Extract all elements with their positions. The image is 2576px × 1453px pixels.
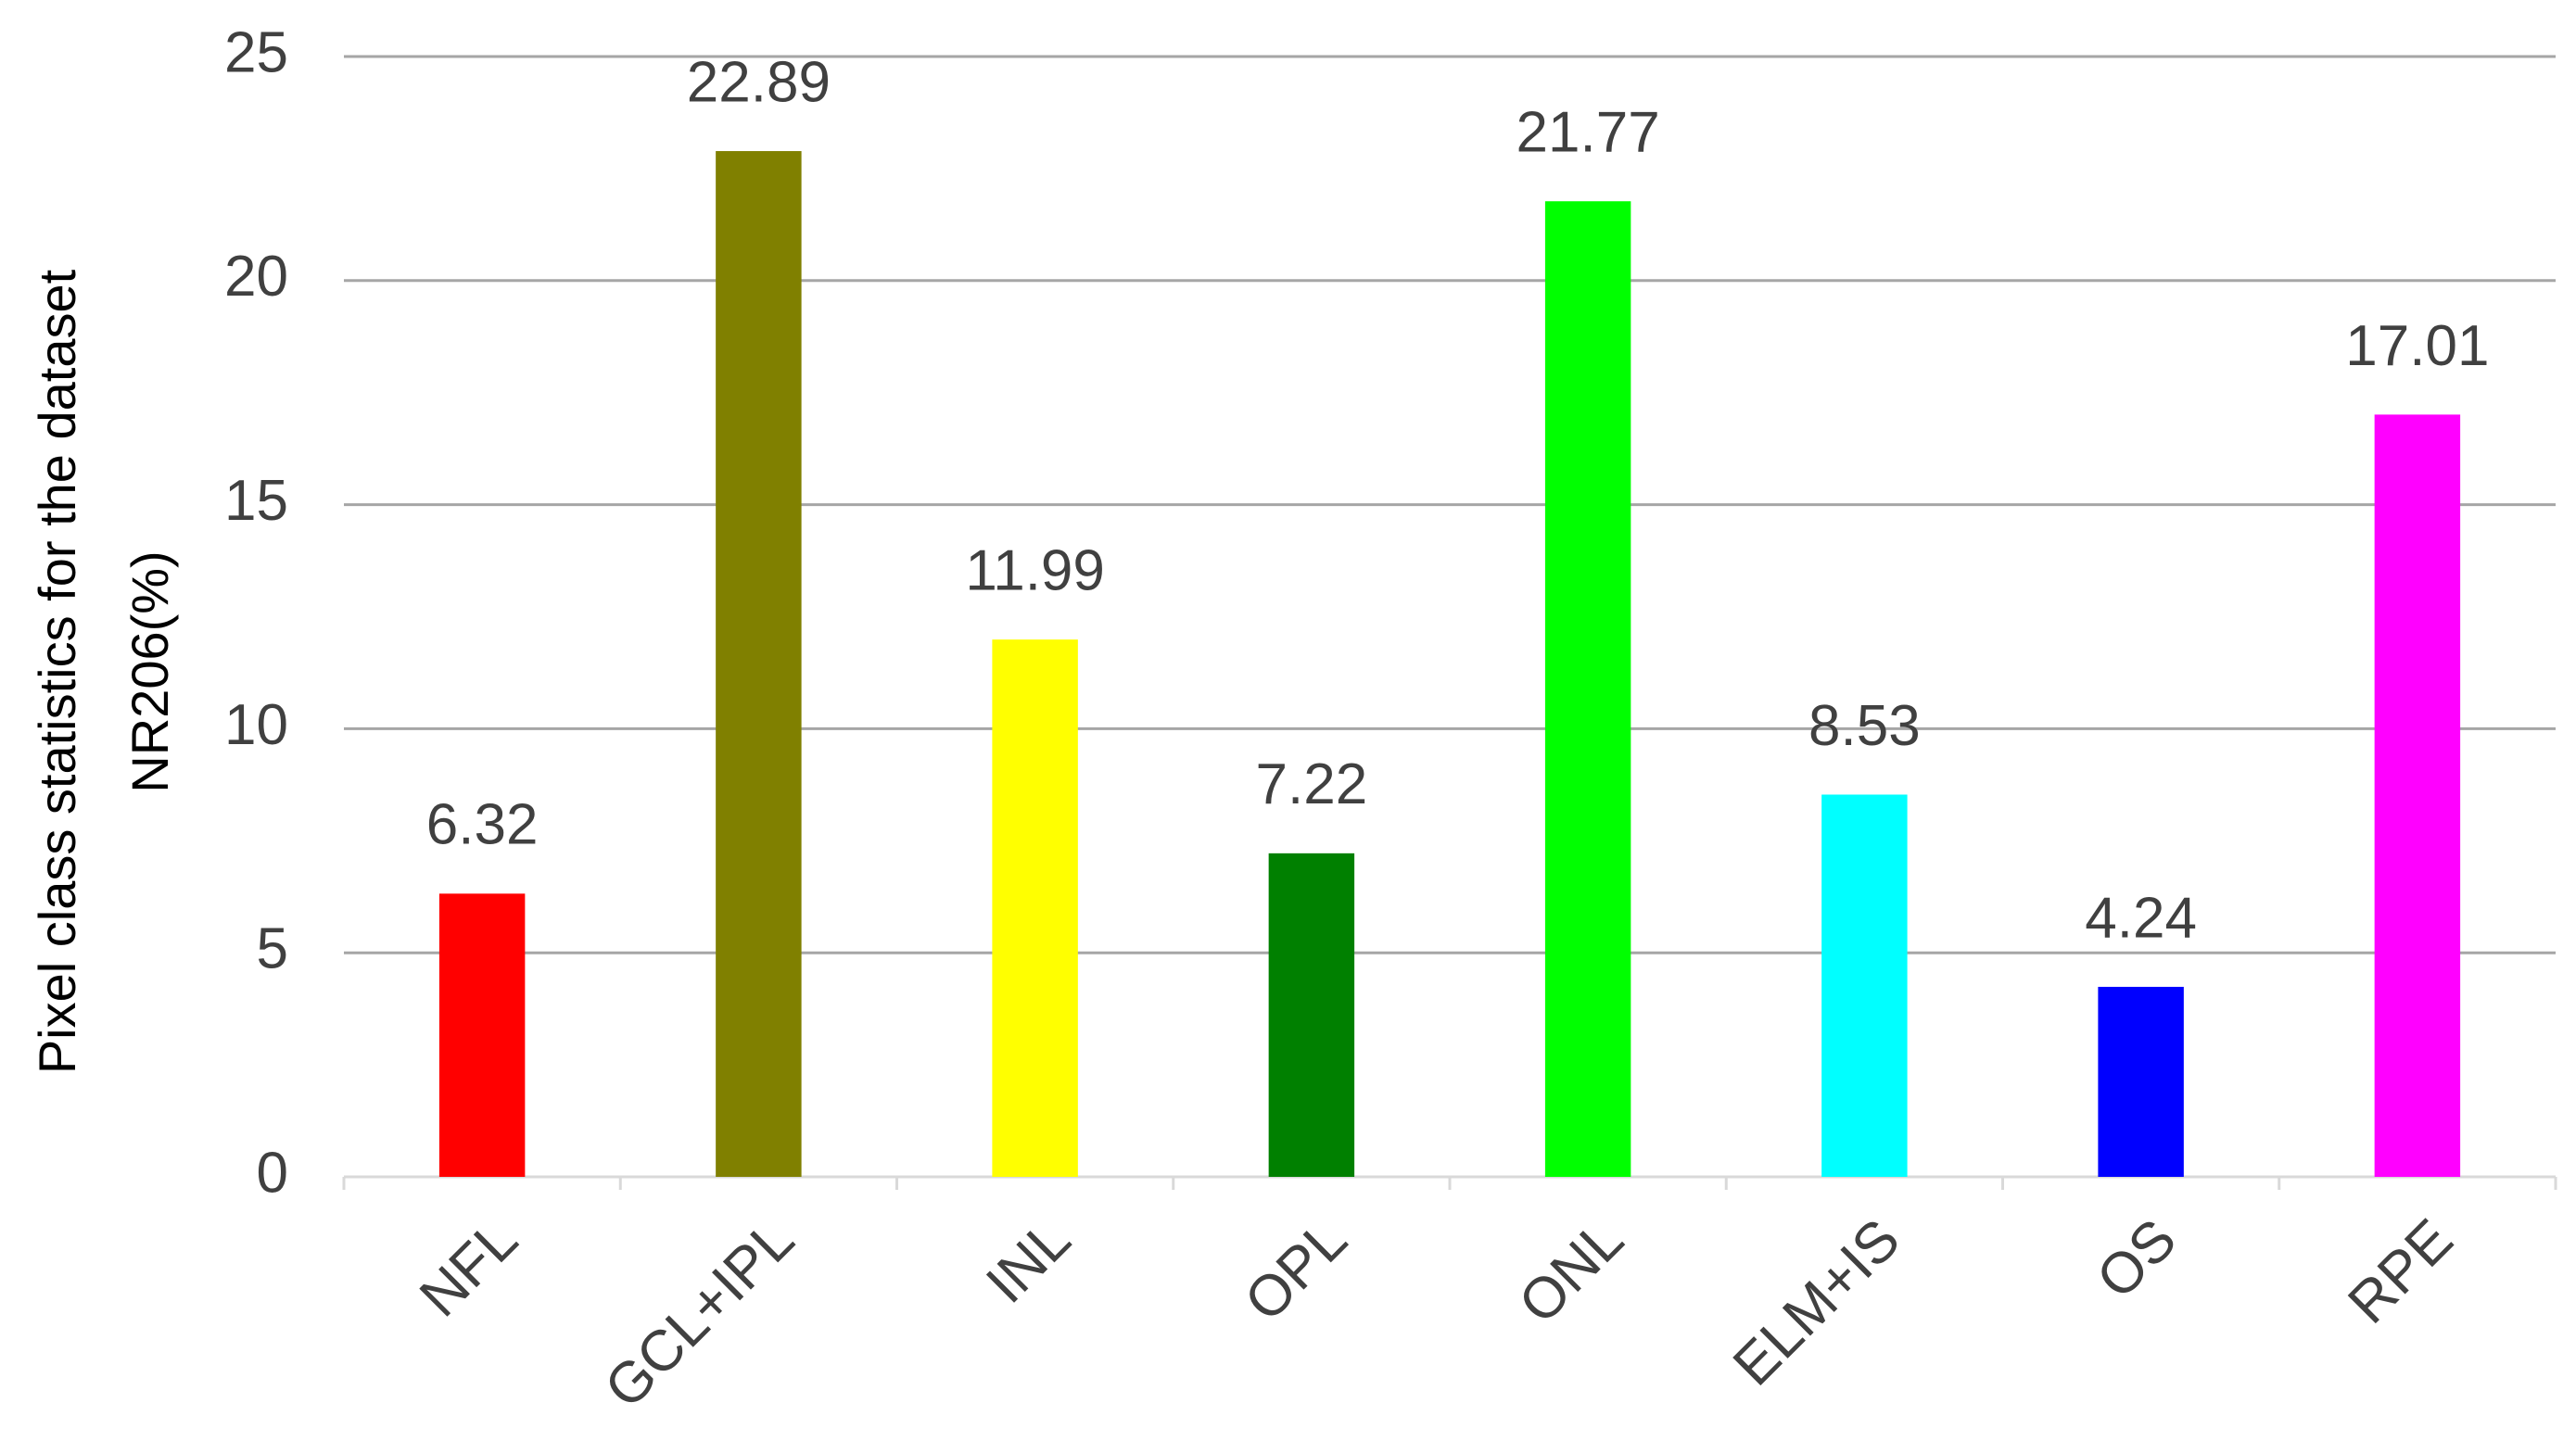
y-tick-label: 5 <box>257 917 288 981</box>
data-label: 7.22 <box>1256 752 1368 816</box>
data-label: 4.24 <box>2085 886 2197 950</box>
data-label: 21.77 <box>1516 101 1660 165</box>
data-label: 11.99 <box>965 539 1105 603</box>
data-label: 22.89 <box>687 50 831 114</box>
bar <box>716 151 802 1178</box>
bar <box>2098 986 2184 1177</box>
data-label: 17.01 <box>2345 314 2489 378</box>
data-label: 8.53 <box>1808 694 1921 758</box>
y-tick-label: 20 <box>224 245 288 309</box>
x-tick-label: ONL <box>1507 1207 1636 1336</box>
bar <box>1268 853 1355 1177</box>
bar <box>992 639 1078 1177</box>
bar <box>1821 794 1908 1177</box>
y-axis-label: Pixel class statistics for the dataset <box>28 269 86 1074</box>
y-tick-label: 0 <box>257 1141 288 1205</box>
bar <box>438 893 526 1177</box>
data-label: 6.32 <box>426 793 539 857</box>
x-tick-label: OPL <box>1233 1207 1360 1334</box>
y-tick-label: 15 <box>224 469 288 533</box>
bar <box>1544 201 1631 1178</box>
y-tick-label: 25 <box>224 20 288 84</box>
x-tick-label: GCL+IPL <box>593 1207 806 1421</box>
x-tick-label: ELM+IS <box>1721 1207 1912 1398</box>
bar <box>2374 414 2461 1178</box>
y-axis-label: NR206(%) <box>121 550 179 792</box>
x-tick-label: OS <box>2085 1207 2189 1311</box>
x-tick-label: INL <box>974 1207 1083 1316</box>
x-tick-label: NFL <box>408 1207 530 1330</box>
y-tick-label: 10 <box>224 693 288 757</box>
x-tick-label: RPE <box>2336 1207 2465 1336</box>
